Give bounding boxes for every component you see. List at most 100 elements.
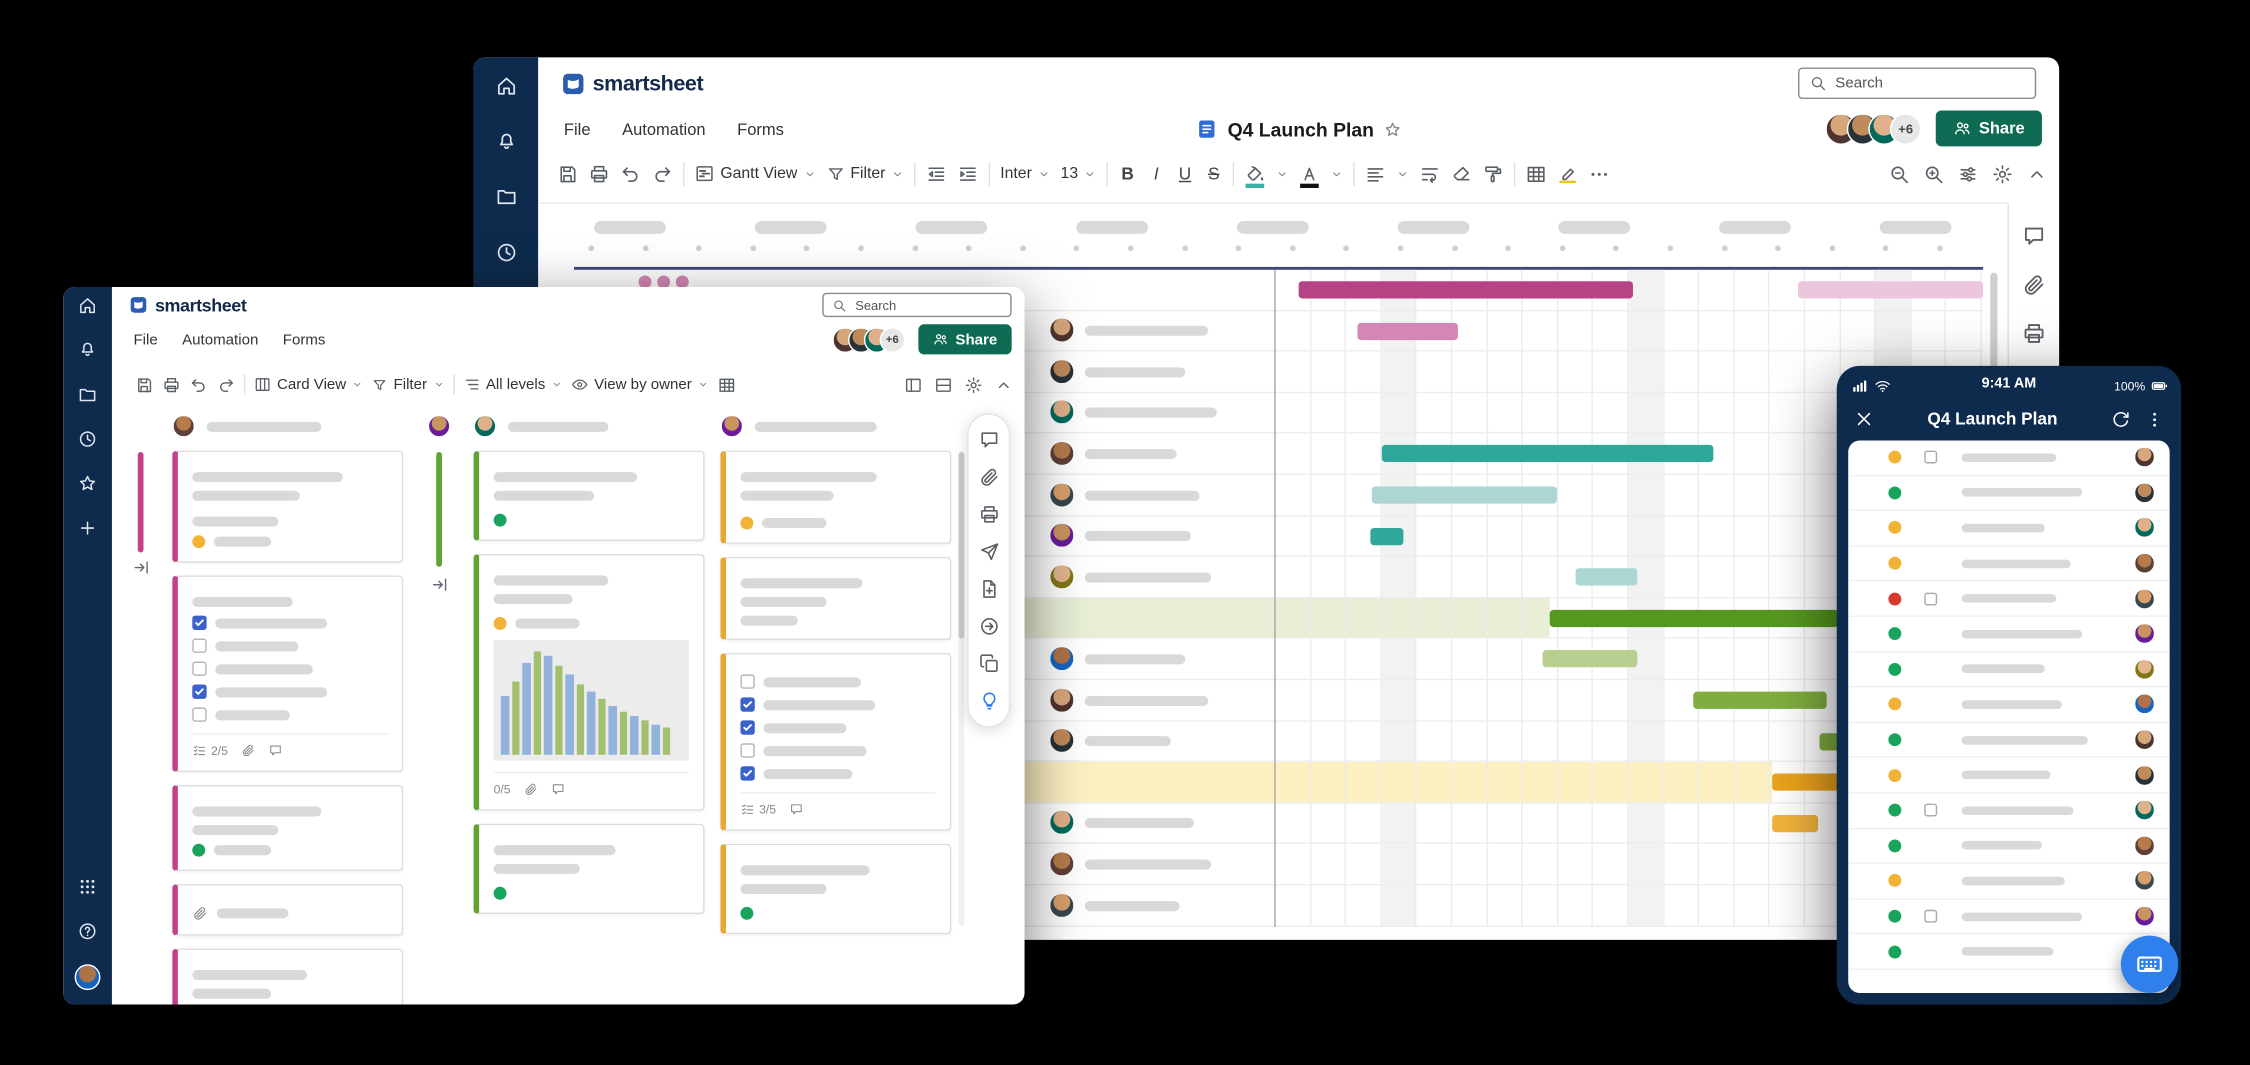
mobile-task-row[interactable] <box>1848 793 2170 829</box>
recents-icon[interactable] <box>494 241 517 264</box>
checkbox[interactable] <box>192 638 207 653</box>
card[interactable]: 2/5 <box>172 575 404 773</box>
card[interactable] <box>720 450 952 544</box>
help-icon[interactable] <box>77 921 97 941</box>
checklist-item[interactable] <box>192 707 387 722</box>
attachments-icon[interactable] <box>2022 273 2046 297</box>
mobile-task-row[interactable] <box>1848 864 2170 900</box>
italic-button[interactable]: I <box>1153 163 1159 184</box>
gantt-bar[interactable] <box>1772 773 1842 791</box>
card[interactable] <box>720 843 952 935</box>
gantt-bar[interactable] <box>1819 732 1842 750</box>
text-color-caret-icon[interactable] <box>1331 167 1344 180</box>
gear-icon[interactable] <box>1992 163 2014 185</box>
comments-icon[interactable] <box>978 429 1000 451</box>
checkbox[interactable] <box>192 684 207 699</box>
task-row[interactable] <box>573 721 1984 763</box>
recents-icon[interactable] <box>77 429 97 449</box>
gantt-bar[interactable] <box>1772 814 1819 832</box>
favorites-icon[interactable] <box>77 474 97 494</box>
mobile-task-row[interactable] <box>1848 723 2170 759</box>
column-header[interactable] <box>172 409 403 443</box>
favorite-star-icon[interactable] <box>1383 120 1402 139</box>
card[interactable] <box>172 948 404 1005</box>
print-icon[interactable] <box>162 375 181 394</box>
gantt-bar[interactable] <box>1370 527 1404 545</box>
smartsheet-logo[interactable]: smartsheet <box>129 295 247 315</box>
notifications-icon[interactable] <box>77 339 97 359</box>
share-button[interactable]: Share <box>1935 110 2042 147</box>
gantt-bar[interactable] <box>1371 486 1557 504</box>
more-options-icon[interactable] <box>1589 163 1611 185</box>
mobile-task-row[interactable] <box>1848 441 2170 476</box>
grid-icon[interactable] <box>1526 163 1548 185</box>
card[interactable] <box>720 556 952 640</box>
print-icon[interactable] <box>588 163 610 185</box>
redo-icon[interactable] <box>217 375 236 394</box>
split-layout-icon[interactable] <box>934 375 953 394</box>
menu-automation[interactable]: Automation <box>182 331 259 349</box>
card[interactable]: 3/5 <box>720 652 952 831</box>
menu-file[interactable]: File <box>563 121 591 140</box>
save-icon[interactable] <box>135 375 154 394</box>
expand-toggle[interactable] <box>1924 592 1938 606</box>
print-icon[interactable] <box>978 504 1000 526</box>
task-row[interactable] <box>573 598 1984 640</box>
checklist-item[interactable] <box>192 615 387 630</box>
task-row[interactable] <box>573 639 1984 681</box>
collaborator-avatars[interactable]: +6 <box>832 326 906 353</box>
gantt-bar[interactable] <box>1357 322 1458 340</box>
text-color-icon[interactable] <box>1299 163 1321 188</box>
card[interactable] <box>172 784 404 872</box>
column-header[interactable] <box>720 409 951 443</box>
checklist-item[interactable] <box>740 674 935 689</box>
filter-dropdown[interactable]: Filter <box>826 164 904 183</box>
checkbox[interactable] <box>740 743 755 758</box>
task-row[interactable] <box>573 434 1984 475</box>
view-selector-dropdown[interactable]: Gantt View <box>695 164 816 184</box>
smartsheet-logo[interactable]: smartsheet <box>561 71 704 95</box>
copies-icon[interactable] <box>978 653 1000 675</box>
task-row[interactable] <box>573 844 1984 886</box>
checklist-item[interactable] <box>192 638 387 653</box>
apps-launcher-icon[interactable] <box>77 877 97 897</box>
strikethrough-button[interactable]: S <box>1207 163 1220 184</box>
refresh-icon[interactable] <box>2111 409 2131 429</box>
task-row[interactable] <box>573 516 1984 558</box>
share-button[interactable]: Share <box>918 324 1012 355</box>
checkbox[interactable] <box>740 720 755 735</box>
outdent-icon[interactable] <box>926 163 948 185</box>
task-row[interactable] <box>573 311 1984 352</box>
undo-icon[interactable] <box>189 375 208 394</box>
collapse-toolbar-icon[interactable] <box>994 375 1013 394</box>
fill-color-caret-icon[interactable] <box>1276 167 1289 180</box>
task-row[interactable] <box>573 270 1984 311</box>
panel-layout-icon[interactable] <box>904 375 923 394</box>
gantt-bar[interactable] <box>1298 281 1633 299</box>
card[interactable] <box>473 450 705 541</box>
gantt-bar[interactable] <box>1542 650 1638 668</box>
close-icon[interactable] <box>1854 409 1874 429</box>
browse-icon[interactable] <box>494 185 517 208</box>
gear-icon[interactable] <box>964 375 983 394</box>
font-dropdown[interactable]: Inter <box>1000 165 1050 182</box>
fill-color-icon[interactable] <box>1245 163 1267 188</box>
highlight-icon[interactable] <box>1557 163 1579 185</box>
checkbox[interactable] <box>192 707 207 722</box>
gantt-bar[interactable] <box>1549 609 1839 627</box>
filter-dropdown[interactable]: Filter <box>372 376 444 393</box>
notifications-icon[interactable] <box>494 129 517 152</box>
collapsed-lane[interactable] <box>126 409 158 1005</box>
card[interactable] <box>473 823 705 915</box>
more-menu-icon[interactable] <box>2145 410 2164 429</box>
attachments-icon[interactable] <box>978 466 1000 488</box>
expand-toggle[interactable] <box>1924 803 1938 817</box>
task-row[interactable] <box>573 680 1984 722</box>
menu-forms[interactable]: Forms <box>282 331 326 349</box>
mobile-task-row[interactable] <box>1848 476 2170 512</box>
comments-icon[interactable] <box>2022 224 2046 248</box>
checklist-item[interactable] <box>192 661 387 676</box>
expand-toggle[interactable] <box>1924 909 1938 923</box>
task-row[interactable] <box>573 885 1984 927</box>
zoom-in-icon[interactable] <box>1923 163 1945 185</box>
